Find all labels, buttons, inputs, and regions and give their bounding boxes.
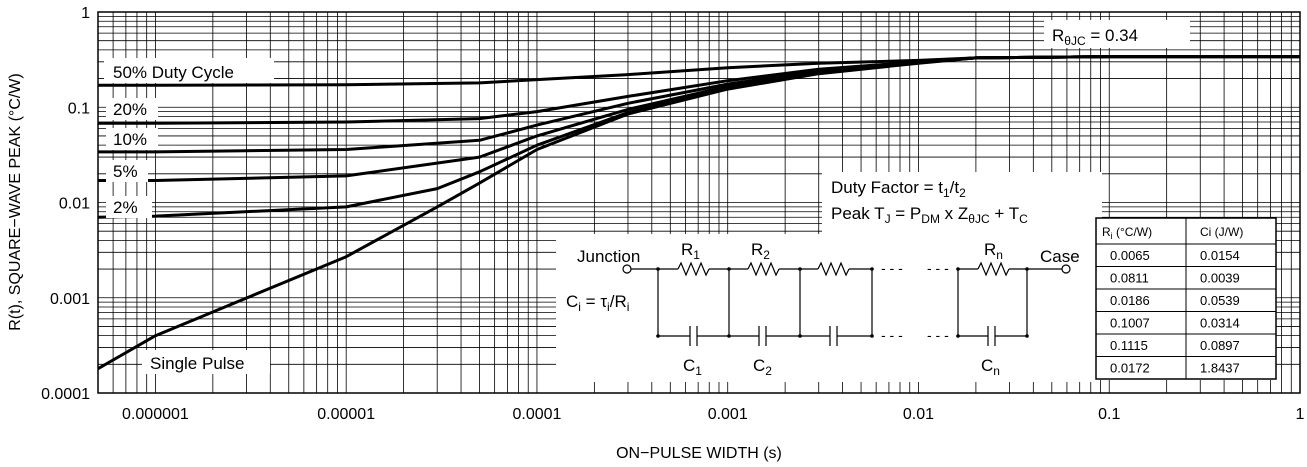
peak-tj-annotation: Peak TJ = PDM x ZθJC + TC <box>831 204 1028 226</box>
rjc-annotation: RθJC = 0.34 <box>1052 26 1138 48</box>
table-header-cell: Ri (°C/W) <box>1102 225 1152 241</box>
series-label-5: 5% <box>113 162 138 181</box>
y-tick-label: 0.1 <box>68 100 90 117</box>
table-cell: 0.0186 <box>1110 293 1150 308</box>
ellipsis-bottom: - - - <box>881 327 903 343</box>
table-cell: 0.0897 <box>1200 338 1240 353</box>
table-cell: 0.0539 <box>1200 293 1240 308</box>
table-cell: 0.0154 <box>1200 248 1240 263</box>
resistor-r1 <box>677 261 710 277</box>
table-cell: 0.0172 <box>1110 361 1150 376</box>
x-tick-labels: 0.000001 0.00001 0.0001 0.001 0.01 0.1 1 <box>122 406 1304 423</box>
ellipsis-bottom-2: - - - <box>927 327 949 343</box>
series-line-0 <box>98 55 1300 87</box>
table-cell: 0.0039 <box>1200 271 1240 286</box>
ellipsis-top-2: - - - <box>927 260 949 276</box>
ellipsis-top: - - - <box>881 260 903 276</box>
junction-label: Junction <box>577 247 640 266</box>
table-cell: 0.1007 <box>1110 316 1150 331</box>
x-tick-label: 0.1 <box>1098 406 1120 423</box>
series-group <box>97 55 1300 371</box>
series-label-single-pulse: Single Pulse <box>150 354 245 373</box>
x-tick-label: 0.00001 <box>317 406 375 423</box>
c2-label: C2 <box>753 356 772 378</box>
resistor-r2 <box>747 261 780 277</box>
rc-table: Ri (°C/W) Ci (J/W) 0.0065 0.0154 0.0811 0.003… <box>1095 217 1277 380</box>
rn-label: Rn <box>984 240 1003 262</box>
r2-label: R2 <box>751 240 770 262</box>
y-tick-labels: 1 0.1 0.01 0.001 0.0001 <box>41 5 90 403</box>
duty-factor-annotation: Duty Factor = t1/t2 <box>831 178 966 200</box>
table-header-cell: Ci (J/W) <box>1200 225 1243 239</box>
resistor-r3 <box>817 261 850 277</box>
x-tick-label: 0.000001 <box>122 406 189 423</box>
ci-formula: Ci = τi/Ri <box>566 292 629 314</box>
table-cell: 0.0314 <box>1200 316 1240 331</box>
series-labels: 50% Duty Cycle 20% 10% 5% 2% Single Puls… <box>104 58 274 374</box>
case-label: Case <box>1040 247 1080 266</box>
plot-frame <box>97 11 1301 394</box>
series-line-5 <box>97 55 1300 371</box>
y-tick-label: 0.01 <box>59 196 90 213</box>
cn-label: Cn <box>981 356 1000 378</box>
series-label-20: 20% <box>113 100 147 119</box>
y-tick-label: 1 <box>81 5 90 22</box>
series-label-2: 2% <box>113 198 138 217</box>
c1-label: C1 <box>683 356 702 378</box>
series-line-4 <box>97 55 1300 219</box>
table-cell: 0.1115 <box>1110 338 1148 353</box>
x-axis-label: ON−PULSE WIDTH (s) <box>616 445 782 462</box>
series-label-50: 50% Duty Cycle <box>113 63 234 82</box>
resistor-rn <box>977 261 1010 277</box>
y-axis-label: R(t), SQUARE−WAVE PEAK (°C/W) <box>7 73 24 331</box>
table-cell: 0.0811 <box>1110 271 1149 286</box>
table-cell: 0.0065 <box>1110 248 1150 263</box>
series-line-3 <box>98 55 1300 182</box>
x-tick-label: 0.01 <box>903 406 934 423</box>
rc-network-diagram: Junction Case <box>556 234 1096 382</box>
series-label-10: 10% <box>113 130 147 149</box>
r1-label: R1 <box>681 240 700 262</box>
y-tick-label: 0.0001 <box>41 386 90 403</box>
table-cell: 1.8437 <box>1200 361 1240 376</box>
y-tick-label: 0.001 <box>50 291 90 308</box>
x-tick-label: 1 <box>1296 406 1305 423</box>
x-tick-label: 0.0001 <box>512 406 561 423</box>
x-tick-label: 0.001 <box>708 406 748 423</box>
